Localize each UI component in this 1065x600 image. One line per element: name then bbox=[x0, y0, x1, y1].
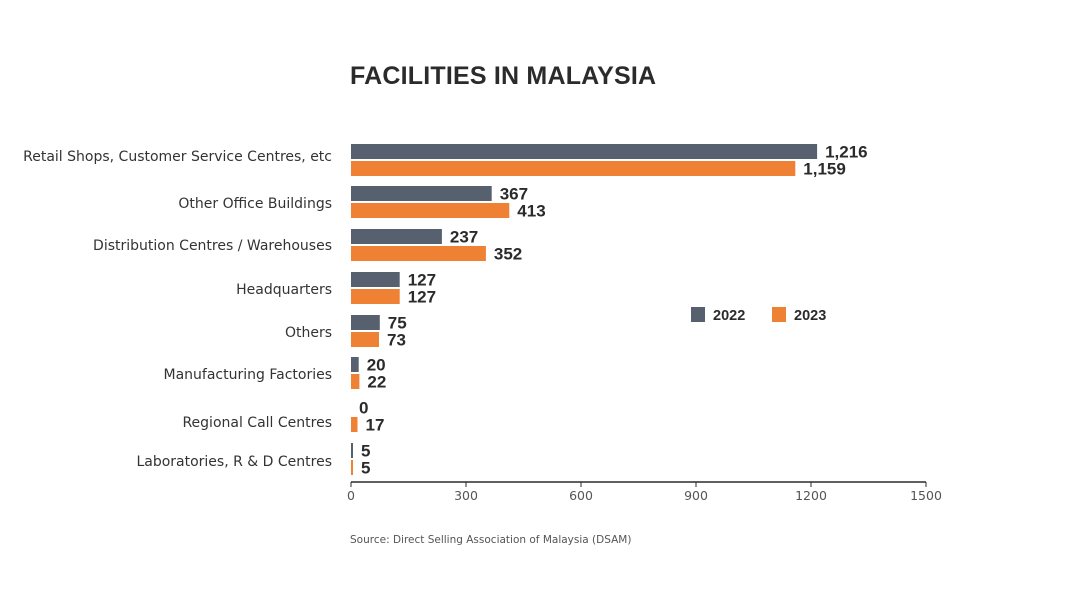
x-axis: 0 300 600 900 1200 1500 bbox=[347, 481, 942, 503]
bar-2022 bbox=[351, 357, 359, 372]
bar-2023 bbox=[351, 417, 358, 432]
category-labels: Retail Shops, Customer Service Centres, … bbox=[23, 149, 332, 470]
value-label-2023: 5 bbox=[361, 459, 370, 478]
bar-2023 bbox=[351, 460, 353, 475]
value-label-2023: 17 bbox=[366, 416, 385, 435]
category-label: Distribution Centres / Warehouses bbox=[93, 238, 332, 254]
value-label-2023: 413 bbox=[517, 202, 545, 221]
category-label: Headquarters bbox=[236, 282, 332, 298]
legend: 2022 2023 bbox=[691, 307, 826, 324]
value-label-2022: 75 bbox=[388, 314, 407, 333]
value-labels: 1,2161,159367413237352127127757320220175… bbox=[359, 143, 868, 478]
bar-2022 bbox=[351, 272, 400, 287]
x-tick-label: 1200 bbox=[795, 488, 827, 503]
bar-2022 bbox=[351, 144, 818, 159]
legend-swatch-2022 bbox=[691, 307, 705, 322]
category-label: Laboratories, R & D Centres bbox=[136, 454, 332, 470]
category-label: Retail Shops, Customer Service Centres, … bbox=[23, 149, 332, 165]
bar-2022 bbox=[351, 229, 442, 244]
legend-label-2023: 2023 bbox=[794, 308, 826, 324]
value-label-2022: 0 bbox=[359, 399, 368, 418]
category-label: Other Office Buildings bbox=[178, 196, 332, 212]
value-label-2023: 127 bbox=[408, 288, 436, 307]
legend-swatch-2023 bbox=[772, 307, 786, 322]
x-tick-label: 300 bbox=[454, 488, 478, 503]
value-label-2022: 127 bbox=[408, 271, 436, 290]
value-label-2022: 20 bbox=[367, 356, 386, 375]
value-label-2023: 22 bbox=[367, 373, 386, 392]
legend-label-2022: 2022 bbox=[713, 308, 745, 324]
bar-2023 bbox=[351, 246, 486, 261]
bars-group bbox=[351, 144, 818, 475]
bar-2023 bbox=[351, 289, 400, 304]
value-label-2022: 5 bbox=[361, 442, 370, 461]
bar-2023 bbox=[351, 332, 379, 347]
bar-2023 bbox=[351, 374, 360, 389]
x-tick-label: 1500 bbox=[910, 488, 942, 503]
chart-title: FACILITIES IN MALAYSIA bbox=[350, 62, 656, 90]
value-label-2022: 1,216 bbox=[825, 143, 868, 162]
source-note: Source: Direct Selling Association of Ma… bbox=[350, 534, 631, 546]
category-label: Others bbox=[285, 325, 332, 341]
bar-2023 bbox=[351, 203, 510, 218]
x-tick-label: 600 bbox=[569, 488, 593, 503]
x-tick-label: 0 bbox=[347, 488, 355, 503]
x-tick-label: 900 bbox=[684, 488, 708, 503]
bar-2023 bbox=[351, 161, 796, 176]
value-label-2023: 1,159 bbox=[803, 160, 846, 179]
value-label-2022: 367 bbox=[500, 185, 528, 204]
bar-2022 bbox=[351, 186, 492, 201]
category-label: Regional Call Centres bbox=[182, 415, 332, 431]
bar-2022 bbox=[351, 443, 353, 458]
value-label-2022: 237 bbox=[450, 228, 478, 247]
value-label-2023: 73 bbox=[387, 331, 406, 350]
bar-2022 bbox=[351, 315, 380, 330]
value-label-2023: 352 bbox=[494, 245, 522, 264]
category-label: Manufacturing Factories bbox=[164, 367, 332, 383]
